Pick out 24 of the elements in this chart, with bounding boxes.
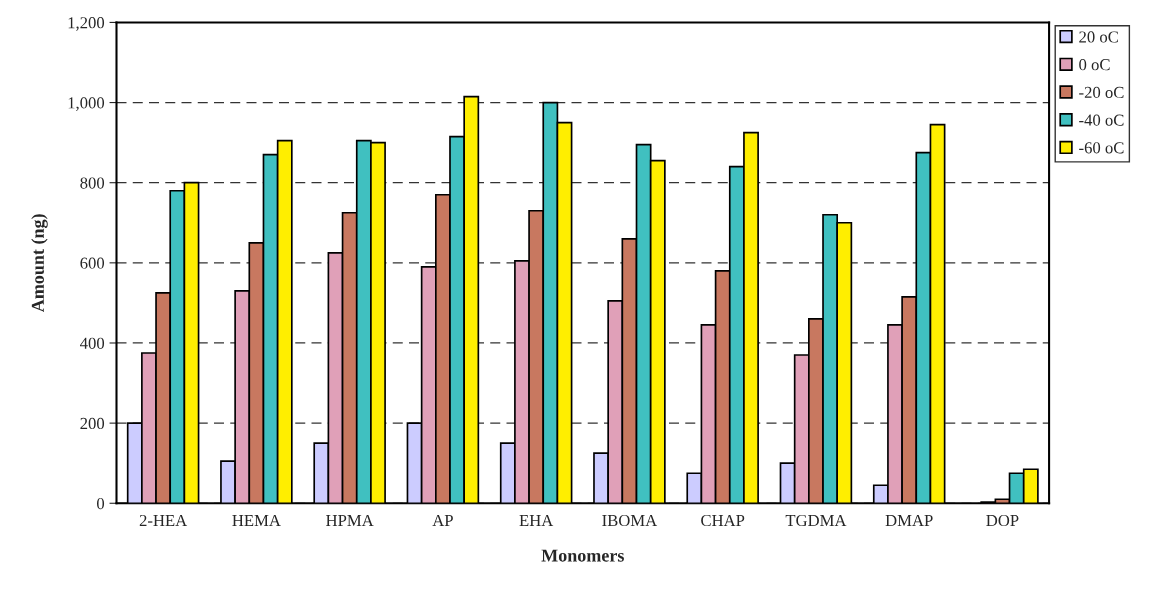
x-tick-label: 2-HEA: [139, 514, 188, 526]
x-tick-label: AP: [432, 514, 453, 526]
legend-label: 0 oC: [1079, 59, 1110, 71]
y-tick-label: 200: [80, 417, 105, 430]
legend-label: -40 oC: [1079, 114, 1124, 126]
x-tick-label: DOP: [986, 514, 1019, 527]
y-tick-label: 1,200: [68, 17, 105, 31]
legend-label: -60 oC: [1079, 142, 1124, 154]
x-tick-label: DMAP: [885, 514, 933, 526]
y-tick-label: 800: [80, 177, 105, 189]
x-tick-label: EHA: [519, 514, 554, 526]
y-tick-label: 1,000: [68, 97, 105, 111]
x-tick-label: HPMA: [326, 514, 374, 526]
x-tick-label: IBOMA: [602, 514, 658, 527]
legend-label: 20 oC: [1079, 31, 1118, 43]
y-axis-title: Amount (ng): [31, 214, 48, 313]
legend-label: -20 oC: [1079, 86, 1124, 99]
y-tick-label: 400: [80, 337, 105, 349]
x-tick-label: TGDMA: [785, 514, 847, 527]
y-tick-label: 600: [80, 257, 105, 269]
x-tick-label: HEMA: [232, 514, 281, 526]
x-tick-label: CHAP: [701, 514, 745, 527]
x-axis-title: Monomers: [541, 549, 624, 562]
y-tick-label: 0: [97, 497, 105, 510]
